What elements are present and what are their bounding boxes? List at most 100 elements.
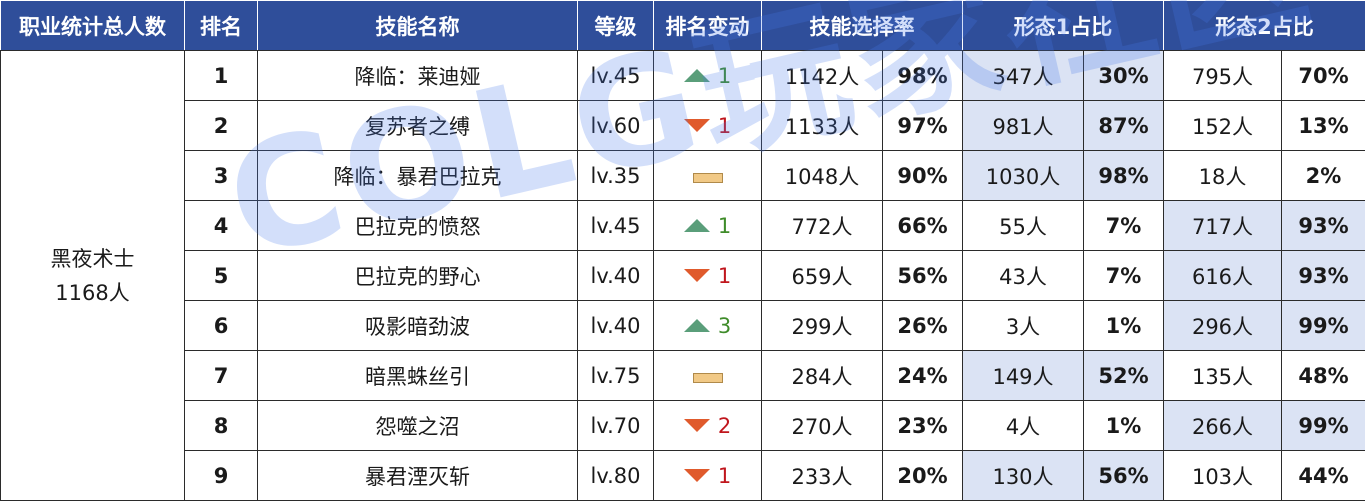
rank-change-number: 2 <box>718 414 731 438</box>
form1-pct-cell: 7% <box>1084 201 1164 251</box>
form2-pct-cell: 13% <box>1282 101 1365 151</box>
header-rank: 排名 <box>185 1 258 51</box>
rank-cell: 9 <box>185 451 258 501</box>
rank-unchanged-icon <box>693 173 723 183</box>
form1-pct-cell: 52% <box>1084 351 1164 401</box>
rank-up-icon <box>684 69 710 82</box>
rank-up-icon <box>684 219 710 232</box>
level-cell: lv.75 <box>578 351 654 401</box>
level-cell: lv.35 <box>578 151 654 201</box>
header-level: 等级 <box>578 1 654 51</box>
form1-count-cell: 347人 <box>963 51 1084 101</box>
header-select-rate: 技能选择率 <box>762 1 963 51</box>
level-cell: lv.45 <box>578 201 654 251</box>
form1-pct-cell: 7% <box>1084 251 1164 301</box>
skill-name-cell: 暴君湮灭斩 <box>258 451 578 501</box>
form1-pct-cell: 87% <box>1084 101 1164 151</box>
form2-count-cell: 717人 <box>1164 201 1282 251</box>
rank-change-number: 3 <box>718 314 731 338</box>
rank-down-icon <box>684 119 710 132</box>
skill-name-cell: 降临：莱迪娅 <box>258 51 578 101</box>
rank-change: 1 <box>684 264 731 288</box>
form2-pct-cell: 93% <box>1282 251 1365 301</box>
select-pct-cell: 24% <box>883 351 963 401</box>
skill-name-cell: 复苏者之缚 <box>258 101 578 151</box>
rank-change-cell: 1 <box>654 101 762 151</box>
rank-change: 3 <box>684 314 731 338</box>
rank-change-cell <box>654 151 762 201</box>
rank-change: 1 <box>684 214 731 238</box>
rank-change-cell: 1 <box>654 251 762 301</box>
rank-change: 1 <box>684 114 731 138</box>
level-cell: lv.60 <box>578 101 654 151</box>
select-pct-cell: 26% <box>883 301 963 351</box>
skill-name-cell: 吸影暗劲波 <box>258 301 578 351</box>
select-count-cell: 1142人 <box>762 51 883 101</box>
rank-down-icon <box>684 469 710 482</box>
rank-cell: 8 <box>185 401 258 451</box>
form1-pct-cell: 56% <box>1084 451 1164 501</box>
rank-change-cell: 2 <box>654 401 762 451</box>
rank-change-cell: 1 <box>654 51 762 101</box>
rank-cell: 2 <box>185 101 258 151</box>
select-count-cell: 1133人 <box>762 101 883 151</box>
rank-change <box>693 173 723 183</box>
rank-down-icon <box>684 269 710 282</box>
job-total: 1168人 <box>1 276 184 310</box>
rank-change-cell: 3 <box>654 301 762 351</box>
form1-count-cell: 981人 <box>963 101 1084 151</box>
form1-count-cell: 130人 <box>963 451 1084 501</box>
form2-pct-cell: 99% <box>1282 401 1365 451</box>
header-form2: 形态2占比 <box>1164 1 1365 51</box>
select-count-cell: 659人 <box>762 251 883 301</box>
rank-cell: 1 <box>185 51 258 101</box>
rank-change-cell <box>654 351 762 401</box>
rank-cell: 4 <box>185 201 258 251</box>
form2-count-cell: 135人 <box>1164 351 1282 401</box>
select-pct-cell: 20% <box>883 451 963 501</box>
skill-name-cell: 降临：暴君巴拉克 <box>258 151 578 201</box>
form1-pct-cell: 1% <box>1084 401 1164 451</box>
form2-count-cell: 616人 <box>1164 251 1282 301</box>
rank-change-number: 1 <box>718 64 731 88</box>
select-pct-cell: 97% <box>883 101 963 151</box>
form1-count-cell: 4人 <box>963 401 1084 451</box>
rank-change-number: 1 <box>718 264 731 288</box>
rank-up-icon <box>684 319 710 332</box>
form1-count-cell: 1030人 <box>963 151 1084 201</box>
rank-change <box>693 373 723 383</box>
header-skill-name: 技能名称 <box>258 1 578 51</box>
rank-cell: 3 <box>185 151 258 201</box>
rank-unchanged-icon <box>693 373 723 383</box>
form2-pct-cell: 99% <box>1282 301 1365 351</box>
select-count-cell: 233人 <box>762 451 883 501</box>
rank-change-number: 1 <box>718 114 731 138</box>
select-count-cell: 772人 <box>762 201 883 251</box>
job-name: 黑夜术士 <box>1 242 184 276</box>
header-form1: 形态1占比 <box>963 1 1164 51</box>
form2-pct-cell: 48% <box>1282 351 1365 401</box>
rank-cell: 5 <box>185 251 258 301</box>
rank-cell: 6 <box>185 301 258 351</box>
form2-pct-cell: 44% <box>1282 451 1365 501</box>
level-cell: lv.80 <box>578 451 654 501</box>
form2-count-cell: 266人 <box>1164 401 1282 451</box>
form2-pct-cell: 93% <box>1282 201 1365 251</box>
select-count-cell: 299人 <box>762 301 883 351</box>
select-pct-cell: 66% <box>883 201 963 251</box>
form2-count-cell: 103人 <box>1164 451 1282 501</box>
level-cell: lv.45 <box>578 51 654 101</box>
form1-count-cell: 43人 <box>963 251 1084 301</box>
skill-name-cell: 巴拉克的愤怒 <box>258 201 578 251</box>
form1-pct-cell: 98% <box>1084 151 1164 201</box>
select-pct-cell: 98% <box>883 51 963 101</box>
